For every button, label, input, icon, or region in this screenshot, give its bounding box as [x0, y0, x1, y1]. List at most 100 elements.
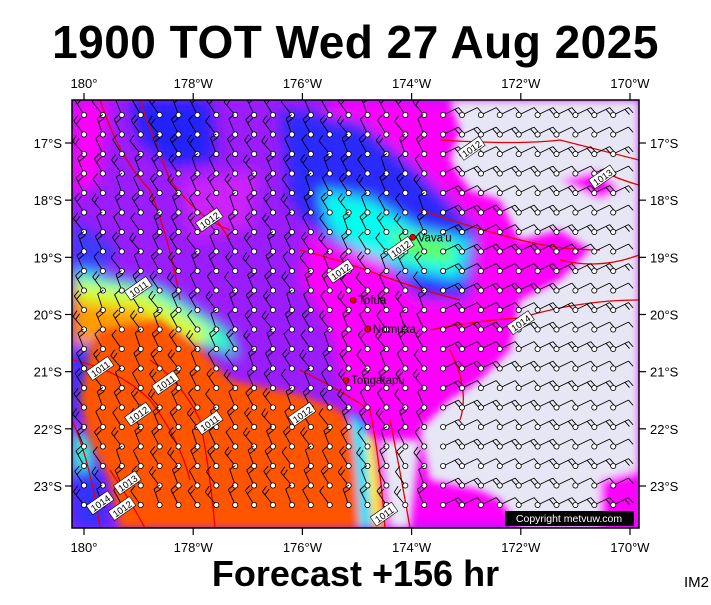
wind-barb — [610, 243, 634, 255]
wind-barb — [357, 426, 371, 450]
wind-barb — [318, 134, 333, 157]
wind-barb — [515, 497, 539, 508]
longitude-label-bottom: 176°W — [283, 540, 323, 555]
wind-barb — [414, 426, 428, 450]
wind-barb — [496, 243, 521, 255]
wind-barb — [458, 185, 483, 196]
wind-barb — [207, 445, 220, 469]
wind-barb — [610, 477, 634, 489]
wind-barb — [187, 485, 201, 508]
wind-barb — [610, 302, 634, 313]
wind-barb — [515, 341, 539, 352]
wind-barb — [227, 309, 239, 333]
wind-barb — [301, 309, 314, 333]
wind-barb — [534, 107, 558, 119]
wind-barb — [301, 134, 314, 157]
wind-barb — [225, 153, 239, 177]
wind-barb — [280, 193, 295, 216]
wind-barb — [73, 388, 88, 411]
wind-barb — [572, 360, 596, 372]
wind-barb — [280, 100, 295, 119]
wind-barb — [132, 367, 144, 391]
wind-barb — [440, 185, 464, 196]
wind-barb — [263, 465, 276, 489]
wind-barb — [150, 250, 163, 274]
wind-barb — [189, 100, 201, 119]
wind-barb — [130, 212, 144, 235]
wind-barb — [74, 465, 88, 489]
wind-barb — [262, 290, 276, 313]
wind-barb — [496, 399, 521, 411]
wind-barb — [496, 165, 521, 177]
wind-barb — [515, 380, 539, 391]
wind-barb — [167, 173, 182, 196]
wind-barb — [477, 107, 502, 119]
wind-barb — [360, 387, 371, 411]
wind-barb — [190, 445, 201, 469]
wind-barb — [572, 263, 596, 274]
wind-barb — [75, 270, 88, 294]
latitude-label-left: 21°S — [34, 365, 63, 380]
wind-barb — [515, 263, 539, 274]
wind-barb — [151, 426, 163, 450]
wind-barb — [395, 100, 409, 119]
longitude-label-top: 172°W — [501, 76, 541, 91]
wind-barb — [261, 408, 276, 430]
wind-barb — [395, 270, 409, 294]
wind-barb — [72, 408, 88, 430]
wind-barb — [321, 270, 333, 294]
wind-barb — [458, 321, 483, 333]
wind-barb — [477, 380, 502, 391]
wind-barb — [91, 100, 106, 119]
wind-barb — [94, 231, 106, 255]
wind-barb — [207, 348, 220, 372]
wind-barb — [380, 426, 390, 450]
wind-barb — [152, 231, 163, 255]
wind-barb — [339, 348, 352, 372]
wind-barb — [299, 251, 314, 274]
wind-barb — [591, 321, 615, 333]
wind-barb — [416, 484, 428, 508]
copyright-box: Copyright metvuw.com — [505, 511, 634, 526]
wind-barb — [319, 387, 333, 411]
wind-barb — [477, 224, 502, 235]
longitude-label-top: 174°W — [392, 76, 432, 91]
wind-barb — [262, 212, 276, 235]
wind-barb — [359, 484, 371, 508]
wind-barb — [167, 251, 182, 274]
wind-barb — [534, 419, 558, 430]
wind-barb — [319, 485, 333, 508]
map-title: 1900 TOT Wed 27 Aug 2025 — [52, 16, 659, 68]
wind-barb — [76, 250, 88, 274]
wind-barb — [283, 328, 295, 352]
wind-barb — [396, 172, 409, 196]
wind-barb — [242, 252, 258, 274]
wind-barb — [282, 153, 295, 177]
longitude-label-bottom: 178°W — [174, 540, 214, 555]
wind-barb — [610, 126, 634, 138]
wind-barb — [262, 485, 276, 508]
wind-barb — [319, 114, 333, 138]
wind-barb — [188, 289, 201, 313]
wind-barb — [191, 250, 201, 274]
wind-barb — [458, 399, 483, 411]
wind-barb — [440, 282, 464, 294]
wind-barb — [134, 328, 144, 352]
wind-barb — [204, 486, 220, 508]
wind-barb — [302, 484, 314, 508]
wind-barb — [591, 107, 615, 119]
wind-barb — [375, 134, 390, 157]
wind-barb — [246, 192, 258, 216]
wind-barb — [414, 251, 428, 274]
wind-barb — [496, 263, 521, 274]
latitude-label-right: 17°S — [650, 136, 679, 151]
wind-barb — [286, 289, 295, 313]
wind-barb — [553, 438, 577, 450]
wind-barb — [265, 250, 276, 274]
copyright-text: Copyright metvuw.com — [516, 513, 622, 525]
wind-barb — [496, 419, 521, 430]
wind-barb — [458, 419, 483, 430]
wind-barb — [515, 243, 539, 255]
wind-barb — [477, 282, 502, 294]
